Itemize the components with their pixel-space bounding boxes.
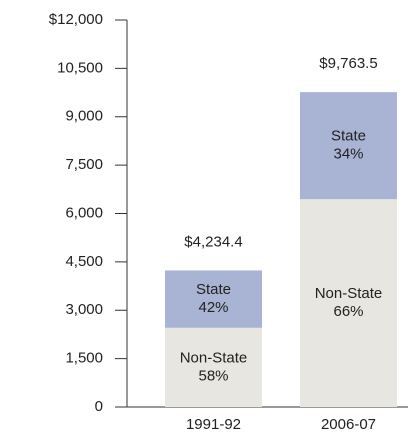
y-tick-label: 7,500 [65,156,103,173]
segment-share: 34% [333,146,363,163]
y-tick-label: $12,000 [49,11,103,28]
x-tick-label: 2006-07 [321,416,376,433]
total-label: $9,763.5 [319,55,377,72]
segment-label: Non-State [315,285,383,302]
segment-label: State [196,281,231,298]
bar-segment [300,92,397,200]
y-tick-label: 10,500 [57,59,103,76]
segment-share: 42% [198,299,228,316]
y-tick-label: 1,500 [65,350,103,367]
total-label: $4,234.4 [184,233,242,250]
y-tick-label: 4,500 [65,253,103,270]
segment-share: 58% [198,367,228,384]
segment-label: State [331,128,366,145]
bar-segment [300,199,397,407]
segment-share: 66% [333,303,363,320]
bar-segment [165,327,262,407]
y-tick-label: 3,000 [65,301,103,318]
bar-segment [165,270,262,328]
x-tick-label: 1991-92 [186,416,241,433]
y-tick-label: 0 [95,398,103,415]
y-tick-label: 6,000 [65,204,103,221]
segment-label: Non-State [180,349,248,366]
y-tick-label: 9,000 [65,108,103,125]
